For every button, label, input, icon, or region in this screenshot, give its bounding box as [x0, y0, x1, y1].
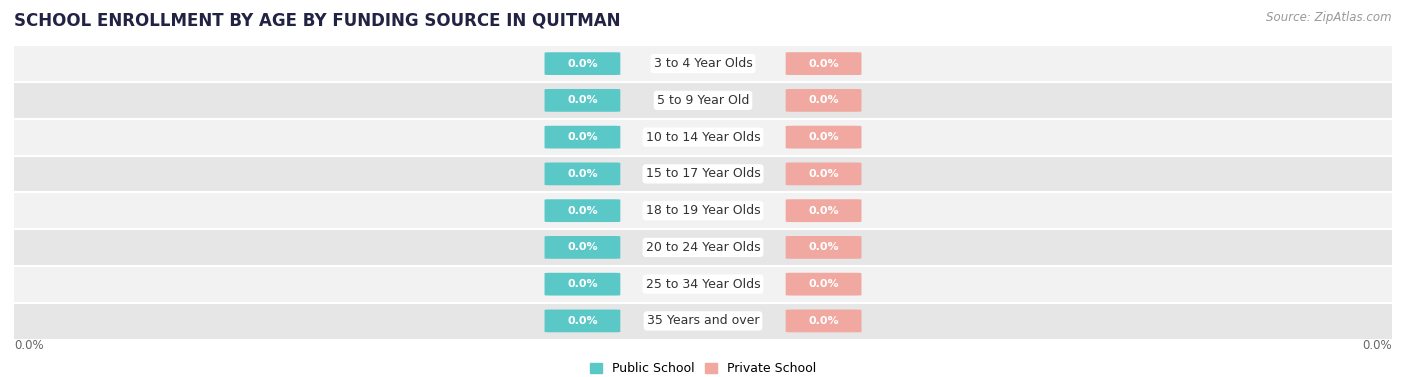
FancyBboxPatch shape: [786, 310, 862, 332]
Text: 0.0%: 0.0%: [808, 58, 839, 69]
Bar: [14, 266, 1392, 302]
Text: 0.0%: 0.0%: [567, 316, 598, 326]
Bar: [14, 156, 1392, 192]
Bar: [14, 302, 1392, 339]
FancyBboxPatch shape: [786, 273, 862, 296]
Text: 25 to 34 Year Olds: 25 to 34 Year Olds: [645, 278, 761, 291]
Text: 0.0%: 0.0%: [808, 316, 839, 326]
FancyBboxPatch shape: [786, 52, 862, 75]
Text: 15 to 17 Year Olds: 15 to 17 Year Olds: [645, 167, 761, 180]
Text: 0.0%: 0.0%: [567, 169, 598, 179]
Text: 0.0%: 0.0%: [1362, 339, 1392, 352]
Legend: Public School, Private School: Public School, Private School: [585, 357, 821, 377]
Text: 0.0%: 0.0%: [567, 95, 598, 106]
Text: 0.0%: 0.0%: [14, 339, 44, 352]
Text: 20 to 24 Year Olds: 20 to 24 Year Olds: [645, 241, 761, 254]
FancyBboxPatch shape: [786, 89, 862, 112]
Bar: [14, 192, 1392, 229]
Text: 35 Years and over: 35 Years and over: [647, 314, 759, 327]
Text: 0.0%: 0.0%: [808, 205, 839, 216]
FancyBboxPatch shape: [544, 236, 620, 259]
Bar: [14, 45, 1392, 82]
Text: 0.0%: 0.0%: [808, 169, 839, 179]
Text: SCHOOL ENROLLMENT BY AGE BY FUNDING SOURCE IN QUITMAN: SCHOOL ENROLLMENT BY AGE BY FUNDING SOUR…: [14, 11, 620, 29]
Text: 10 to 14 Year Olds: 10 to 14 Year Olds: [645, 131, 761, 144]
FancyBboxPatch shape: [786, 236, 862, 259]
Text: 0.0%: 0.0%: [567, 132, 598, 142]
FancyBboxPatch shape: [544, 52, 620, 75]
Text: 0.0%: 0.0%: [567, 242, 598, 253]
Text: 3 to 4 Year Olds: 3 to 4 Year Olds: [654, 57, 752, 70]
Bar: [14, 82, 1392, 119]
Text: 0.0%: 0.0%: [808, 279, 839, 289]
FancyBboxPatch shape: [544, 273, 620, 296]
Text: 5 to 9 Year Old: 5 to 9 Year Old: [657, 94, 749, 107]
Text: 0.0%: 0.0%: [567, 279, 598, 289]
Text: 0.0%: 0.0%: [567, 205, 598, 216]
FancyBboxPatch shape: [544, 126, 620, 149]
Text: 0.0%: 0.0%: [808, 242, 839, 253]
FancyBboxPatch shape: [786, 199, 862, 222]
Bar: [14, 119, 1392, 156]
FancyBboxPatch shape: [544, 310, 620, 332]
Text: Source: ZipAtlas.com: Source: ZipAtlas.com: [1267, 11, 1392, 24]
FancyBboxPatch shape: [544, 199, 620, 222]
FancyBboxPatch shape: [786, 162, 862, 185]
Text: 18 to 19 Year Olds: 18 to 19 Year Olds: [645, 204, 761, 217]
Text: 0.0%: 0.0%: [567, 58, 598, 69]
Bar: [14, 229, 1392, 266]
Text: 0.0%: 0.0%: [808, 95, 839, 106]
Text: 0.0%: 0.0%: [808, 132, 839, 142]
FancyBboxPatch shape: [544, 162, 620, 185]
FancyBboxPatch shape: [544, 89, 620, 112]
FancyBboxPatch shape: [786, 126, 862, 149]
